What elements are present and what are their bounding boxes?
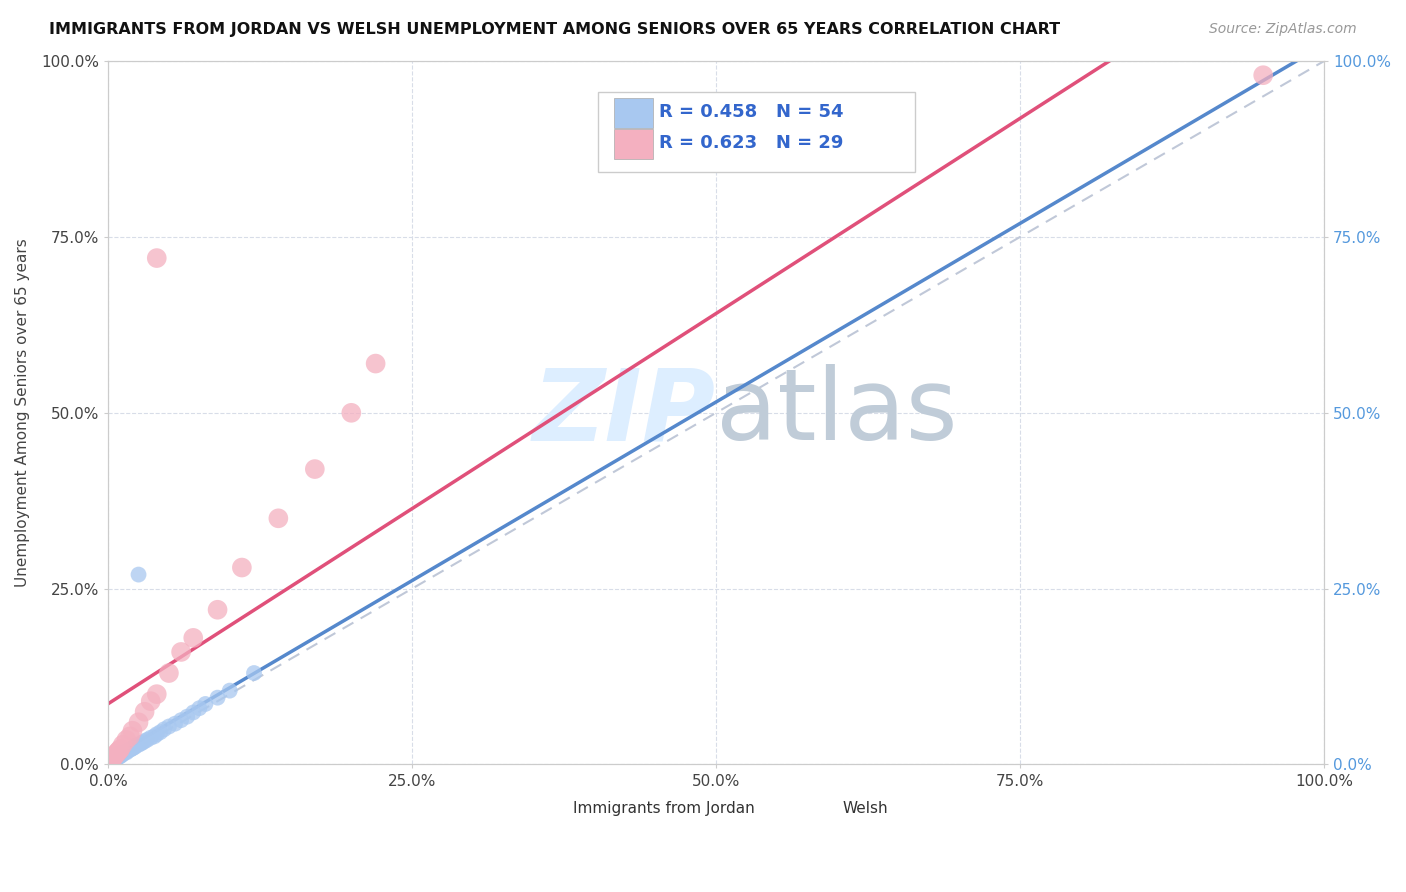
Point bbox=[103, 753, 125, 767]
Text: Welsh: Welsh bbox=[842, 801, 889, 815]
FancyBboxPatch shape bbox=[799, 797, 838, 820]
Point bbox=[146, 687, 169, 701]
Point bbox=[243, 666, 266, 681]
Text: ZIP: ZIP bbox=[533, 364, 716, 461]
Point bbox=[188, 701, 211, 715]
Point bbox=[136, 732, 159, 747]
Point bbox=[107, 747, 129, 762]
Point bbox=[108, 743, 131, 757]
Point bbox=[110, 746, 132, 760]
Point bbox=[100, 756, 122, 770]
Point bbox=[139, 731, 162, 745]
Point bbox=[117, 744, 139, 758]
Point bbox=[1251, 68, 1274, 82]
Point bbox=[170, 713, 193, 727]
Point bbox=[98, 756, 121, 770]
Point bbox=[100, 754, 122, 768]
Point bbox=[114, 745, 136, 759]
FancyBboxPatch shape bbox=[614, 129, 652, 159]
Point bbox=[103, 749, 125, 764]
Point bbox=[149, 725, 172, 739]
Point bbox=[108, 747, 131, 761]
Point bbox=[181, 706, 204, 720]
Point bbox=[101, 751, 124, 765]
Point bbox=[100, 754, 122, 768]
Point bbox=[153, 723, 176, 737]
Point bbox=[181, 631, 204, 645]
Point bbox=[163, 716, 186, 731]
Point bbox=[110, 748, 132, 763]
Point bbox=[108, 749, 131, 764]
Point bbox=[364, 357, 387, 371]
Point bbox=[101, 754, 124, 768]
Point bbox=[143, 729, 166, 743]
Point bbox=[112, 746, 135, 760]
Point bbox=[207, 690, 229, 705]
Text: Source: ZipAtlas.com: Source: ZipAtlas.com bbox=[1209, 22, 1357, 37]
Text: IMMIGRANTS FROM JORDAN VS WELSH UNEMPLOYMENT AMONG SENIORS OVER 65 YEARS CORRELA: IMMIGRANTS FROM JORDAN VS WELSH UNEMPLOY… bbox=[49, 22, 1060, 37]
Point bbox=[120, 742, 142, 756]
Point bbox=[129, 736, 152, 750]
Text: R = 0.623   N = 29: R = 0.623 N = 29 bbox=[659, 135, 844, 153]
Point bbox=[98, 756, 121, 770]
Point bbox=[101, 755, 124, 769]
Text: R = 0.458   N = 54: R = 0.458 N = 54 bbox=[659, 103, 844, 121]
Point bbox=[104, 747, 127, 762]
Point bbox=[157, 666, 180, 681]
Point bbox=[124, 739, 146, 754]
Y-axis label: Unemployment Among Seniors over 65 years: Unemployment Among Seniors over 65 years bbox=[15, 238, 30, 587]
Point bbox=[105, 751, 128, 765]
Point bbox=[134, 705, 156, 719]
Point bbox=[111, 747, 134, 761]
Point bbox=[110, 749, 132, 764]
Point bbox=[101, 753, 124, 767]
Point bbox=[267, 511, 290, 525]
Point bbox=[218, 683, 240, 698]
Text: Immigrants from Jordan: Immigrants from Jordan bbox=[572, 801, 755, 815]
FancyBboxPatch shape bbox=[614, 98, 652, 128]
Point bbox=[107, 745, 129, 759]
FancyBboxPatch shape bbox=[598, 92, 915, 172]
Text: atlas: atlas bbox=[716, 364, 957, 461]
Point bbox=[115, 746, 138, 760]
Point bbox=[110, 742, 132, 756]
Point bbox=[231, 560, 253, 574]
Point bbox=[118, 729, 141, 743]
Point bbox=[146, 727, 169, 741]
Point bbox=[134, 734, 156, 748]
Point bbox=[194, 697, 217, 711]
Point bbox=[105, 746, 128, 760]
Point bbox=[105, 748, 128, 763]
Point bbox=[340, 406, 363, 420]
Point bbox=[125, 739, 148, 753]
Point bbox=[118, 742, 141, 756]
Point bbox=[103, 749, 125, 764]
FancyBboxPatch shape bbox=[529, 797, 568, 820]
Point bbox=[128, 567, 150, 582]
Point bbox=[146, 251, 169, 265]
Point bbox=[176, 709, 198, 723]
Point bbox=[111, 738, 134, 752]
Point bbox=[128, 715, 150, 730]
Point bbox=[103, 750, 125, 764]
Point bbox=[304, 462, 326, 476]
Point bbox=[115, 732, 138, 747]
Point bbox=[139, 694, 162, 708]
Point bbox=[121, 723, 143, 738]
Point bbox=[170, 645, 193, 659]
Point bbox=[104, 749, 127, 764]
Point bbox=[101, 752, 124, 766]
Point bbox=[157, 719, 180, 733]
Point bbox=[128, 738, 150, 752]
Point bbox=[131, 736, 153, 750]
Point bbox=[104, 752, 127, 766]
Point bbox=[101, 753, 124, 767]
Point bbox=[107, 750, 129, 764]
Point bbox=[101, 751, 124, 765]
Point bbox=[207, 603, 229, 617]
Point bbox=[122, 740, 145, 755]
Point bbox=[121, 741, 143, 756]
